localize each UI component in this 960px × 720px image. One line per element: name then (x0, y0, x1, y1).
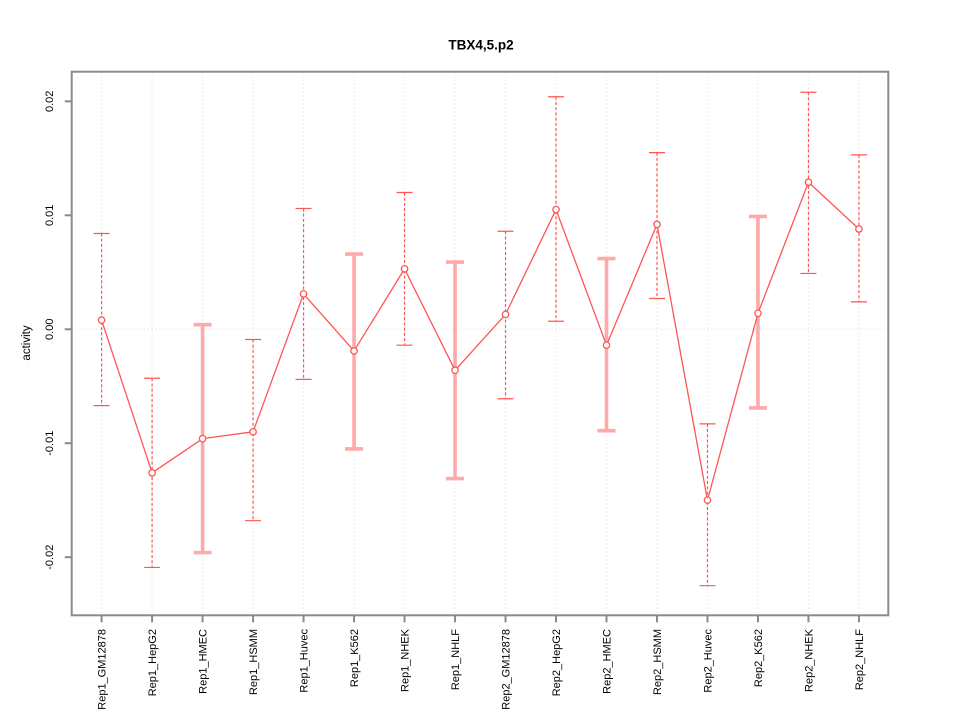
y-axis-title: activity (21, 325, 33, 360)
series-layer (93, 91, 867, 587)
data-point-marker (451, 366, 459, 375)
x-tick-label: Rep1_GM12878 (97, 629, 109, 710)
data-point-marker (703, 496, 712, 505)
y-tick-label: -0.01 (44, 431, 56, 456)
y-tick-label: 0.02 (44, 91, 56, 112)
axes-layer (64, 70, 890, 623)
x-tick-label: Rep2_NHLF (854, 629, 866, 690)
data-point-marker (501, 310, 510, 319)
x-tick-label: Rep1_NHEK (400, 628, 412, 692)
x-tick-label: Rep1_NHLF (450, 629, 462, 690)
data-point-marker (299, 290, 308, 298)
data-point-marker (198, 434, 207, 443)
x-tick-label: Rep2_K562 (753, 629, 765, 687)
data-point-marker (855, 225, 863, 233)
data-point-marker (653, 220, 661, 229)
data-point-marker (350, 347, 358, 355)
chart-title: TBX4,5.p2 (448, 38, 513, 53)
y-tick-label: 0.01 (44, 205, 56, 226)
x-tick-label: Rep2_GM12878 (501, 629, 513, 710)
x-tick-label: Rep2_HSMM (652, 629, 664, 695)
plot-frame (70, 70, 890, 617)
data-point-marker (400, 265, 409, 273)
series-line (100, 181, 860, 501)
y-tick-label: -0.02 (44, 545, 56, 570)
data-point-marker (97, 316, 106, 324)
tick-labels-layer: -0.02 -0.01 0.00 0.01 0.02 Rep1_GM12878 Rep1_H… (44, 91, 866, 710)
x-tick-label: Rep2_HepG2 (551, 629, 563, 696)
data-point-marker (249, 427, 257, 436)
x-tick-label: Rep1_Huvec (299, 629, 311, 693)
data-point-marker (804, 178, 813, 187)
data-point-marker (754, 309, 762, 318)
x-tick-label: Rep2_NHEK (803, 628, 815, 692)
x-tick-label: Rep2_Huvec (702, 629, 714, 693)
x-tick-label: Rep2_HMEC (602, 629, 614, 694)
x-tick-label: Rep1_HSMM (248, 629, 260, 695)
x-tick-label: Rep1_K562 (349, 629, 361, 687)
y-tick-label: 0.00 (44, 319, 56, 340)
data-point-marker (602, 341, 611, 350)
data-point-marker (552, 205, 560, 214)
x-tick-label: Rep1_HMEC (198, 629, 210, 694)
x-tick-label: Rep1_HepG2 (147, 629, 159, 696)
data-point-marker (148, 468, 156, 477)
